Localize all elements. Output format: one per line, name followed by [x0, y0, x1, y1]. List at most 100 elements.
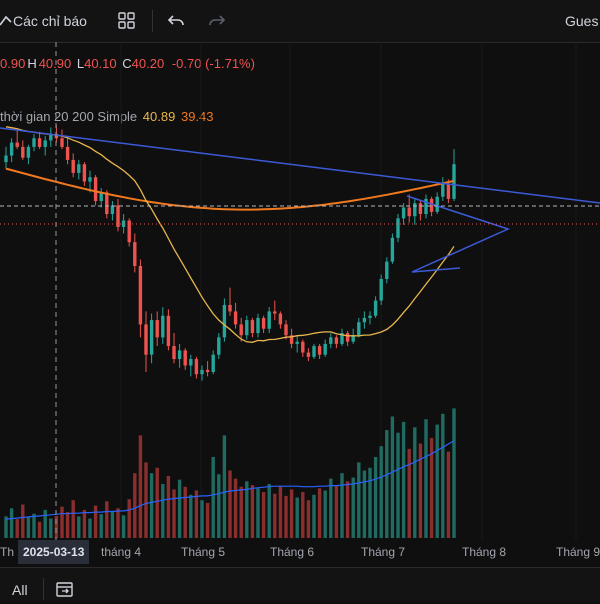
candle-body — [239, 324, 243, 336]
candle-body — [295, 341, 299, 344]
candle-body — [222, 304, 227, 338]
candle-body — [194, 359, 199, 375]
candle-body — [362, 317, 367, 323]
candle-body — [166, 315, 171, 347]
volume-bar — [166, 475, 171, 538]
volume-bar — [301, 492, 305, 538]
low-value: 40.10 — [84, 56, 117, 71]
undo-icon[interactable] — [166, 0, 186, 42]
volume-bar — [116, 508, 120, 538]
volume-bar — [441, 413, 445, 538]
volume-bar — [88, 518, 92, 538]
candle-body — [127, 220, 131, 243]
volume-bar — [222, 435, 227, 538]
candle-body — [424, 198, 428, 215]
volume-bar — [267, 484, 271, 538]
candle-body — [429, 198, 434, 212]
volume-bar — [149, 473, 154, 538]
low-prefix: L — [76, 56, 85, 71]
candle-body — [357, 322, 361, 336]
candle-body — [65, 146, 70, 160]
volume-bar — [211, 457, 215, 538]
volume-bar — [245, 481, 249, 538]
volume-bar — [82, 509, 87, 538]
candles — [4, 125, 456, 381]
grid — [120, 42, 577, 540]
candle-body — [446, 183, 451, 199]
volume-bar — [37, 521, 42, 538]
xaxis-label: Tháng 5 — [181, 545, 226, 559]
volume-bar — [144, 462, 148, 538]
candle-body — [407, 207, 411, 217]
candle-body — [261, 317, 266, 329]
volume-bar — [385, 430, 389, 538]
volume-bar — [183, 486, 187, 538]
indicators-icon[interactable] — [0, 0, 12, 42]
toolbar: Các chỉ báo Gues — [0, 0, 600, 43]
candle-body — [200, 369, 204, 375]
candle-body — [138, 265, 143, 325]
ma-indicator-legend[interactable]: thời gian 20 200 Simple 40.89 39.43 — [0, 109, 214, 124]
upper-trendline[interactable] — [0, 127, 600, 204]
candle-body — [441, 183, 445, 197]
close-value: 40.20 — [131, 56, 165, 71]
volume-bar — [273, 493, 277, 538]
candle-body — [312, 346, 316, 357]
volume-bar — [133, 473, 137, 538]
volume-bar — [32, 513, 36, 538]
candle-body — [345, 333, 350, 342]
volume-bar — [396, 432, 400, 538]
candle-body — [149, 320, 154, 355]
goto-date-icon[interactable] — [55, 579, 75, 604]
candle-body — [121, 220, 126, 228]
candle-body — [401, 207, 406, 219]
candle-body — [172, 346, 176, 360]
volume-bar — [121, 515, 126, 538]
candle-body — [351, 335, 355, 342]
volume-bar — [189, 494, 193, 538]
candle-body — [60, 138, 64, 147]
volume-bar — [368, 467, 372, 538]
volume-bar — [228, 470, 232, 538]
volume-bar — [99, 514, 103, 538]
ma20-line — [5, 126, 455, 343]
volume-bar — [329, 478, 333, 538]
candle-body — [340, 333, 344, 344]
candle-body — [284, 324, 288, 336]
volume-bar — [407, 448, 411, 538]
layout-grid-icon[interactable] — [117, 0, 137, 42]
triangle-pattern[interactable] — [406, 195, 511, 273]
volume-bar — [379, 446, 383, 538]
ma20-value: 40.89 — [142, 109, 176, 124]
candle-body — [301, 341, 305, 353]
candle-body — [435, 196, 439, 212]
range-all-button[interactable]: All — [12, 582, 28, 598]
candle-body — [144, 324, 148, 355]
redo-icon[interactable] — [207, 0, 227, 42]
volume-bar — [452, 408, 456, 538]
volume-bar — [155, 467, 159, 538]
volume-bar — [15, 519, 19, 538]
time-axis[interactable]: Th 2025-03-13 tháng 4 Tháng 5 Tháng 6 Th… — [0, 540, 600, 564]
volume-bar — [306, 500, 311, 538]
price-chart[interactable] — [0, 42, 600, 540]
open-value: 0.90 — [0, 56, 26, 71]
candle-body — [373, 300, 378, 316]
candle-body — [177, 350, 182, 360]
volume-bar — [54, 515, 59, 538]
candle-body — [82, 164, 87, 182]
candle-body — [155, 320, 159, 338]
volume-bar — [200, 500, 204, 538]
volume-bar — [26, 517, 31, 538]
candle-body — [334, 337, 339, 344]
xaxis-label: Tháng 7 — [361, 545, 406, 559]
candle-body — [306, 352, 311, 357]
user-menu[interactable]: Gues — [565, 13, 599, 29]
volume-bar — [71, 500, 75, 538]
volume-bar — [261, 492, 266, 538]
candle-body — [396, 218, 400, 238]
toolbar-divider — [43, 578, 44, 600]
candle-body — [26, 146, 31, 158]
indicators-button[interactable]: Các chỉ báo — [13, 13, 87, 29]
volume-bar — [340, 473, 344, 538]
